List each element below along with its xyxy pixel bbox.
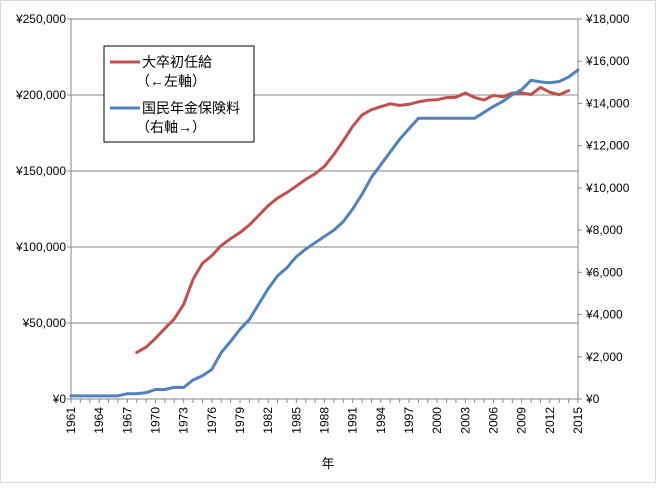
- y-left-tick-label: ¥0: [52, 392, 67, 406]
- x-tick-label: 1970: [149, 407, 163, 434]
- x-tick-label: 1988: [318, 407, 332, 434]
- y-right-tick-label: ¥0: [585, 392, 600, 406]
- x-tick-label: 1982: [261, 407, 275, 434]
- y-left-tick-label: ¥150,000: [15, 164, 66, 178]
- x-tick-label: 1976: [205, 407, 219, 434]
- x-tick-label: 2009: [515, 407, 529, 434]
- x-tick-label: 1991: [346, 407, 360, 434]
- x-tick-label: 2000: [430, 407, 444, 434]
- series-line-pension-premium: [69, 68, 580, 398]
- legend-axis-note-starting-salary: （←左軸）: [136, 73, 206, 89]
- x-tick-label: 1997: [402, 407, 416, 434]
- x-tick-label: 1994: [374, 407, 388, 434]
- y-left-tick-label: ¥200,000: [15, 88, 66, 102]
- series-lines: [69, 68, 580, 398]
- x-tick-label: 2003: [458, 407, 472, 434]
- x-tick-label: 2012: [543, 407, 557, 434]
- y-left-tick-label: ¥100,000: [15, 240, 66, 254]
- x-tick-label: 2015: [571, 407, 585, 434]
- grid-lines: [71, 18, 578, 324]
- legend-label-starting-salary: 大卒初任給: [142, 54, 212, 70]
- x-tick-label: 1985: [289, 407, 303, 434]
- y-left-tick-label: ¥50,000: [22, 316, 67, 330]
- y-right-tick-label: ¥12,000: [585, 139, 630, 153]
- y-right-tick-label: ¥4,000: [585, 308, 623, 322]
- y-right-tick-label: ¥8,000: [585, 223, 623, 237]
- y-right-tick-label: ¥10,000: [585, 181, 630, 195]
- x-tick-label: 1979: [233, 407, 247, 434]
- y-right-tick-label: ¥18,000: [585, 12, 630, 26]
- x-tick-label: 1973: [177, 407, 191, 434]
- x-tick-label: 1964: [92, 407, 106, 434]
- x-axis-label: 年: [321, 456, 334, 471]
- x-tick-label: 2006: [487, 407, 501, 434]
- axes: ¥0 ¥50,000 ¥100,000 ¥150,000 ¥200,000 ¥250,00…: [15, 12, 630, 434]
- legend-axis-note-pension-premium: （右軸→）: [136, 119, 206, 135]
- y-right-tick-label: ¥2,000: [585, 350, 623, 364]
- legend-label-pension-premium: 国民年金保険料: [142, 100, 240, 116]
- series-line-starting-salary: [135, 85, 571, 354]
- x-tick-label: 1967: [120, 407, 134, 434]
- y-right-tick-label: ¥6,000: [585, 265, 623, 279]
- legend: 大卒初任給 （←左軸） 国民年金保険料 （右軸→）: [103, 45, 255, 143]
- x-tick-label: 1961: [64, 407, 78, 434]
- y-left-tick-label: ¥250,000: [15, 12, 66, 26]
- y-right-tick-label: ¥16,000: [585, 54, 630, 68]
- y-right-tick-label: ¥14,000: [585, 96, 630, 110]
